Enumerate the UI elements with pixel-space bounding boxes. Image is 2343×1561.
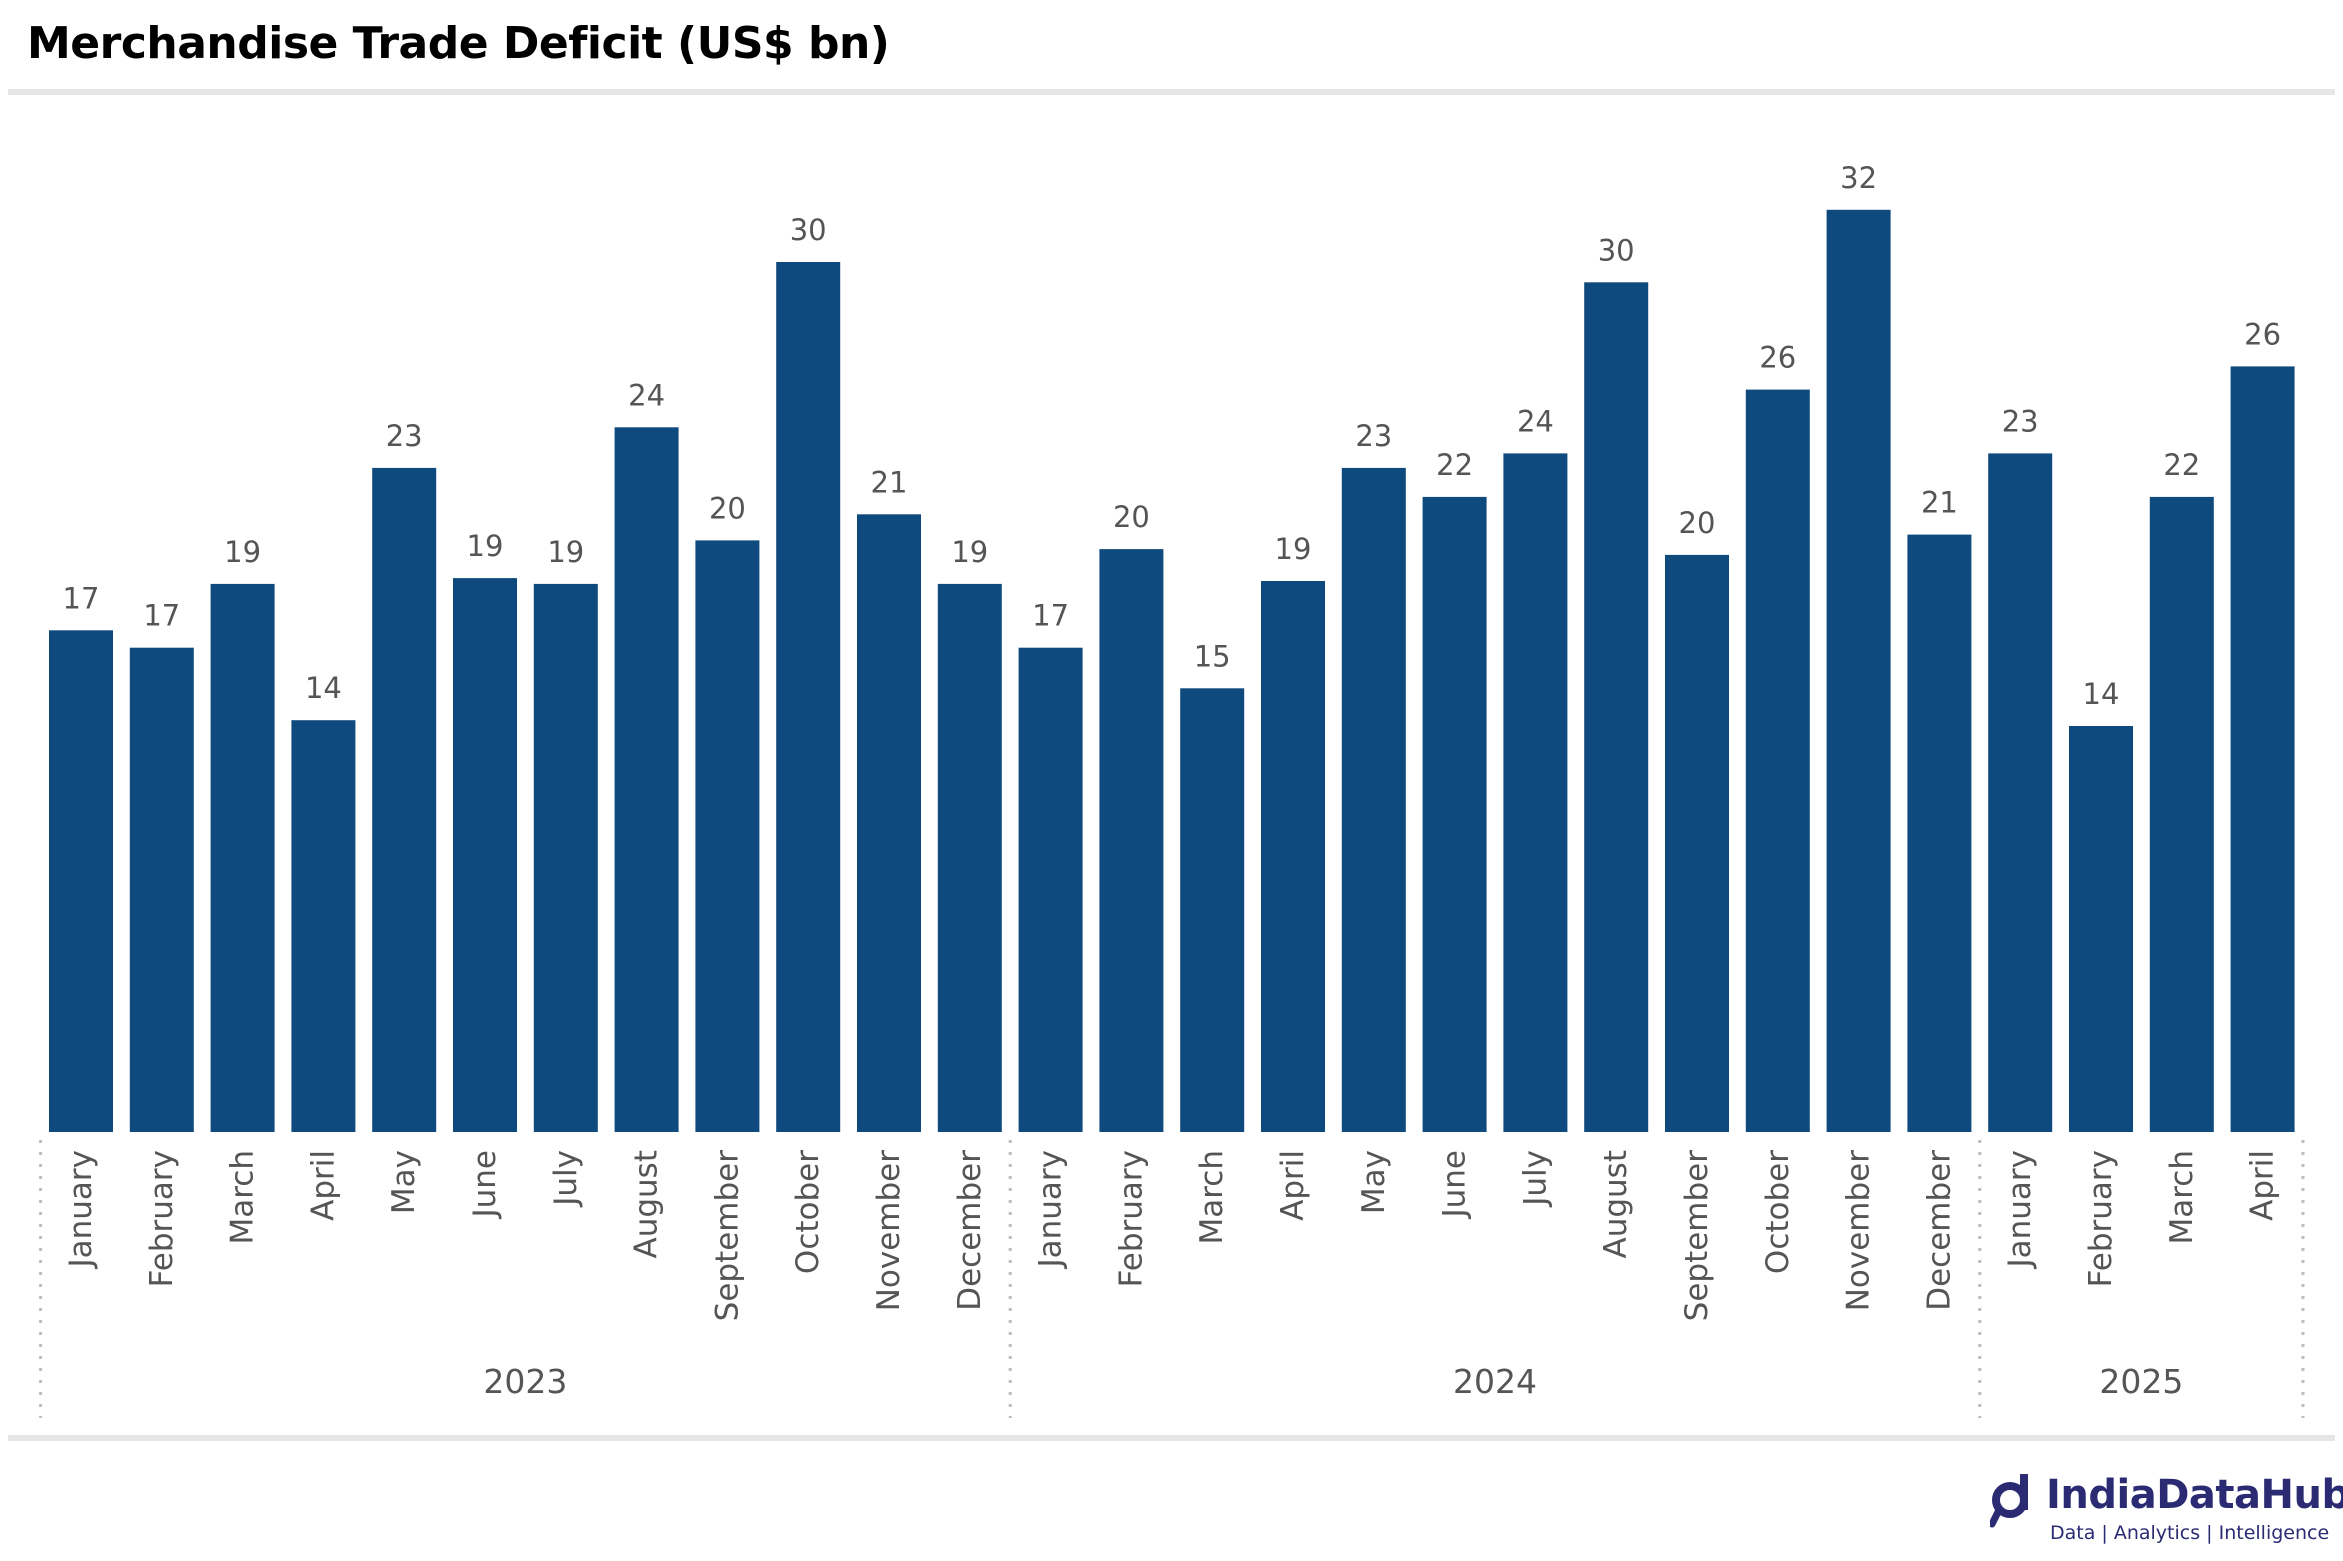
data-label: 14 [305, 671, 342, 705]
data-label: 20 [1679, 506, 1716, 540]
bar [1341, 467, 1406, 1132]
bar [2230, 366, 2295, 1132]
x-tick-label: April [1275, 1150, 1311, 1221]
year-label: 2023 [483, 1362, 567, 1401]
bar [372, 467, 437, 1132]
data-label: 23 [2002, 404, 2039, 438]
year-label: 2025 [2099, 1362, 2183, 1401]
x-tick-label: July [548, 1150, 584, 1208]
bar [49, 630, 113, 1132]
data-label: 32 [1840, 161, 1877, 195]
magnifier-d-logo-icon [1990, 1474, 2028, 1528]
data-label: 23 [1355, 419, 1392, 453]
x-tick-label: November [1841, 1150, 1877, 1312]
x-tick-label: March [2164, 1150, 2200, 1245]
bar [1018, 647, 1083, 1132]
bar [614, 427, 679, 1132]
data-label: 19 [951, 535, 988, 569]
x-tick-label: February [2083, 1150, 2119, 1287]
data-label: 19 [547, 535, 584, 569]
bar [857, 514, 921, 1132]
data-label: 22 [1436, 448, 1473, 482]
bar [2149, 496, 2214, 1132]
chart-title: Merchandise Trade Deficit (US$ bn) [27, 18, 890, 69]
x-tick-label: December [952, 1150, 988, 1311]
data-label: 22 [2163, 448, 2200, 482]
data-label: 24 [628, 378, 665, 412]
x-tick-label: October [790, 1150, 826, 1274]
bar [129, 647, 194, 1132]
data-label: 20 [1113, 500, 1150, 534]
brand-tagline: Data | Analytics | Intelligence [2050, 1522, 2330, 1544]
top-divider [8, 89, 2335, 95]
bar [1745, 389, 1810, 1133]
bar [1665, 554, 1729, 1132]
x-tick-label: March [225, 1150, 261, 1245]
brand-name: IndiaDataHub [2046, 1472, 2343, 1518]
x-tick-label: November [871, 1150, 907, 1312]
bar [1826, 209, 1891, 1133]
x-tick-label: April [2245, 1150, 2281, 1221]
bar [1099, 549, 1164, 1132]
data-label: 17 [143, 599, 180, 633]
bar [1584, 282, 1649, 1132]
data-label: 23 [386, 419, 423, 453]
bar [1180, 688, 1245, 1132]
bar [937, 583, 1002, 1132]
x-tick-label: February [1113, 1150, 1149, 1287]
x-tick-label: August [629, 1150, 665, 1259]
x-tick-label: March [1194, 1150, 1230, 1245]
data-label: 15 [1194, 639, 1231, 673]
data-label: 17 [1032, 599, 1069, 633]
data-label: 26 [2244, 317, 2281, 351]
bar [1907, 534, 1972, 1132]
x-tick-label: May [1356, 1150, 1392, 1214]
brand-logo: IndiaDataHub Data | Analytics | Intellig… [1990, 1466, 2343, 1556]
bar [210, 583, 275, 1132]
bar [291, 720, 356, 1132]
data-label: 19 [467, 529, 504, 563]
data-label: 26 [1759, 341, 1796, 375]
x-tick-label: June [1437, 1150, 1473, 1220]
bar [776, 262, 841, 1132]
bottom-divider [8, 1435, 2335, 1441]
bar [2069, 726, 2133, 1132]
bar [1988, 453, 2053, 1132]
x-tick-label: January [63, 1150, 99, 1270]
bar [533, 583, 598, 1132]
bar [695, 540, 760, 1132]
bar [1503, 453, 1568, 1132]
data-label: 17 [63, 581, 100, 615]
x-tick-label: December [1921, 1150, 1957, 1311]
data-label: 30 [1598, 233, 1635, 267]
x-tick-label: May [386, 1150, 422, 1214]
x-tick-label: January [2002, 1150, 2038, 1270]
x-tick-label: September [1679, 1150, 1715, 1322]
x-tick-label: January [1033, 1150, 1069, 1270]
x-tick-label: October [1760, 1150, 1796, 1274]
x-tick-label: April [305, 1150, 341, 1221]
data-label: 21 [871, 465, 908, 499]
data-label: 30 [790, 213, 827, 247]
x-tick-label: July [1517, 1150, 1553, 1208]
x-tick-label: August [1598, 1150, 1634, 1259]
bar [1261, 581, 1325, 1132]
bar [453, 578, 517, 1132]
x-tick-label: September [709, 1150, 745, 1322]
x-tick-label: June [467, 1150, 503, 1220]
data-label: 14 [2083, 677, 2120, 711]
data-label: 19 [1275, 532, 1312, 566]
data-label: 19 [224, 535, 261, 569]
data-label: 24 [1517, 404, 1554, 438]
x-tick-label: February [144, 1150, 180, 1287]
data-label: 21 [1921, 486, 1958, 520]
bar [1422, 496, 1487, 1132]
year-label: 2024 [1453, 1362, 1537, 1401]
data-label: 20 [709, 491, 746, 525]
